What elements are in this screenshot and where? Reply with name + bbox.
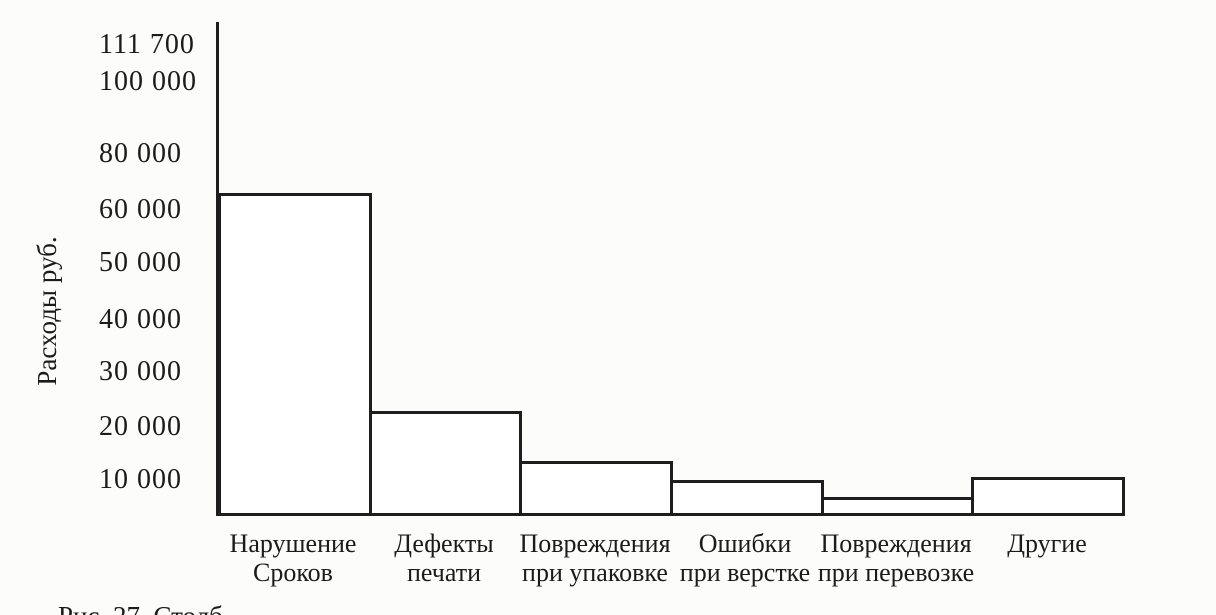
- x-label-line: Другие: [1007, 529, 1087, 558]
- x-label-narushenie-srokov: Нарушение Сроков: [230, 529, 357, 587]
- x-label-oshibki-pri-verstke: Ошибки при верстке: [680, 529, 810, 587]
- bar-povrezhdeniya-pri-upakovke: [519, 461, 673, 516]
- x-label-povrezhdeniya-pri-perevozke: Повреждения при перевозке: [818, 529, 974, 587]
- y-tick-50000: 50 000: [99, 247, 182, 278]
- x-label-povrezhdeniya-pri-upakovke: Повреждения при упаковке: [519, 529, 670, 587]
- x-label-line: при верстке: [679, 558, 811, 587]
- x-label-line: Нарушение: [229, 529, 357, 558]
- y-tick-80000: 80 000: [99, 138, 182, 169]
- y-tick-40000: 40 000: [99, 304, 182, 335]
- y-tick-60000: 60 000: [99, 194, 182, 225]
- y-axis-line: [216, 22, 219, 516]
- y-axis-title: Расходы руб.: [32, 236, 62, 386]
- bar-narushenie-srokov: [218, 193, 372, 516]
- y-tick-20000: 20 000: [99, 411, 182, 442]
- x-label-defekty-pechati: Дефекты печати: [394, 529, 493, 587]
- x-label-line: при упаковке: [522, 558, 668, 587]
- x-label-line: Ошибки: [698, 529, 792, 558]
- x-label-line: Сроков: [253, 558, 333, 587]
- y-tick-10000: 10 000: [99, 464, 182, 495]
- x-label-line: печати: [406, 558, 482, 587]
- x-label-drugie: Другие: [1007, 529, 1087, 558]
- x-label-line: Повреждения: [519, 529, 671, 558]
- y-tick-30000: 30 000: [99, 356, 182, 387]
- bar-defekty-pechati: [369, 411, 522, 516]
- bar-oshibki-pri-verstke: [670, 480, 824, 516]
- bar-povrezhdeniya-pri-perevozke: [821, 497, 974, 516]
- y-tick-111700: 111 700: [99, 29, 195, 60]
- y-tick-100000: 100 000: [99, 66, 197, 97]
- x-label-line: Дефекты: [394, 529, 494, 558]
- x-label-line: Повреждения: [820, 529, 972, 558]
- figure-caption: Рис. 27. Столб: [58, 601, 223, 615]
- bar-drugie: [971, 477, 1125, 516]
- x-label-line: при перевозке: [817, 558, 975, 587]
